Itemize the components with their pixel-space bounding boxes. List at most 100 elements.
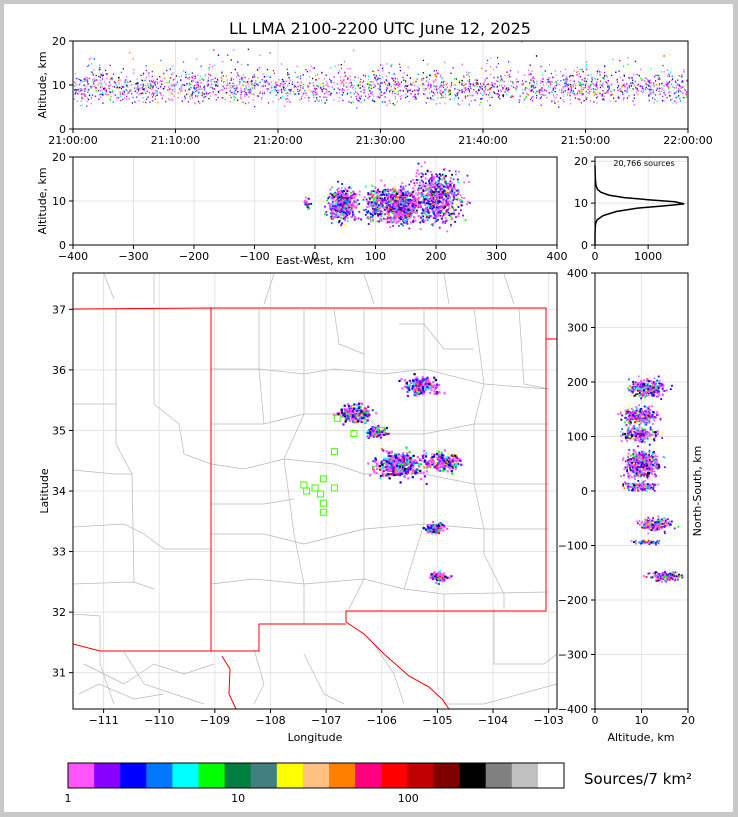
source-point	[427, 205, 430, 208]
source-point	[190, 86, 192, 89]
source-point	[329, 192, 332, 195]
source-point	[569, 79, 571, 82]
source-point	[348, 209, 351, 212]
source-point	[391, 211, 394, 214]
source-point	[399, 200, 402, 203]
source-point	[379, 93, 381, 95]
source-point	[184, 97, 186, 99]
source-point	[439, 75, 442, 78]
source-point	[330, 197, 333, 200]
source-point	[425, 194, 428, 197]
source-point	[653, 92, 655, 95]
source-point	[357, 85, 359, 87]
source-point	[189, 84, 192, 86]
source-point	[395, 199, 398, 202]
source-point	[85, 88, 87, 90]
source-point	[497, 76, 499, 79]
source-point	[264, 85, 266, 87]
source-point	[428, 183, 430, 186]
source-point	[404, 207, 407, 210]
source-point	[233, 92, 236, 94]
source-point	[445, 87, 447, 90]
source-point	[607, 79, 609, 82]
source-point	[421, 74, 423, 77]
source-point	[362, 90, 364, 92]
source-point	[451, 182, 453, 184]
source-point	[83, 78, 85, 80]
source-point	[358, 97, 360, 99]
source-point	[456, 94, 459, 96]
source-point	[331, 193, 334, 196]
source-point	[135, 89, 137, 92]
source-point	[384, 213, 386, 216]
source-point	[404, 96, 407, 99]
source-point	[410, 215, 412, 217]
source-point	[357, 93, 359, 96]
source-point	[426, 385, 429, 389]
source-point	[437, 72, 439, 74]
source-point	[386, 221, 389, 224]
source-point	[194, 102, 196, 104]
source-point	[597, 87, 599, 89]
source-point	[388, 217, 391, 219]
source-point	[623, 75, 626, 77]
source-point	[633, 103, 635, 106]
source-point	[406, 202, 409, 204]
source-point	[303, 93, 305, 95]
source-point	[617, 89, 619, 92]
source-point	[551, 81, 553, 83]
source-point	[428, 203, 431, 205]
source-point	[580, 102, 582, 104]
source-point	[197, 86, 199, 88]
source-point	[600, 94, 602, 96]
source-point	[347, 67, 349, 70]
source-point	[127, 81, 129, 83]
source-point	[280, 88, 282, 91]
source-point	[382, 70, 384, 72]
source-point	[328, 85, 330, 88]
source-point	[628, 77, 631, 80]
source-point	[684, 89, 686, 91]
source-point	[136, 96, 138, 98]
source-point	[75, 90, 77, 93]
source-point	[616, 95, 619, 97]
source-point	[406, 205, 409, 207]
source-point	[258, 92, 261, 94]
source-point	[572, 75, 574, 77]
source-point	[457, 215, 460, 218]
source-point	[363, 89, 365, 91]
source-point	[507, 89, 509, 91]
source-point	[85, 85, 87, 88]
source-point	[162, 95, 165, 97]
source-point	[389, 199, 392, 201]
source-point	[455, 95, 457, 97]
source-point	[432, 81, 435, 84]
source-point	[504, 74, 506, 77]
source-point	[383, 184, 386, 187]
source-point	[494, 92, 496, 94]
source-point	[331, 86, 333, 88]
source-point	[507, 90, 509, 92]
source-point	[542, 81, 544, 83]
source-point	[422, 215, 425, 218]
source-point	[253, 74, 255, 76]
source-point	[450, 72, 452, 74]
source-point	[450, 177, 452, 179]
source-point	[138, 100, 140, 102]
source-point	[569, 74, 572, 77]
source-point	[338, 92, 341, 94]
source-point	[428, 78, 431, 80]
source-point	[344, 187, 346, 190]
source-point	[438, 185, 441, 188]
source-point	[123, 93, 125, 95]
source-point	[483, 83, 485, 86]
source-point	[425, 382, 429, 386]
source-point	[122, 98, 124, 101]
source-point	[451, 188, 454, 191]
source-point	[359, 97, 362, 100]
source-point	[552, 87, 554, 90]
source-point	[521, 83, 523, 86]
source-point	[589, 85, 591, 87]
source-point	[553, 100, 556, 102]
source-point	[531, 86, 533, 88]
